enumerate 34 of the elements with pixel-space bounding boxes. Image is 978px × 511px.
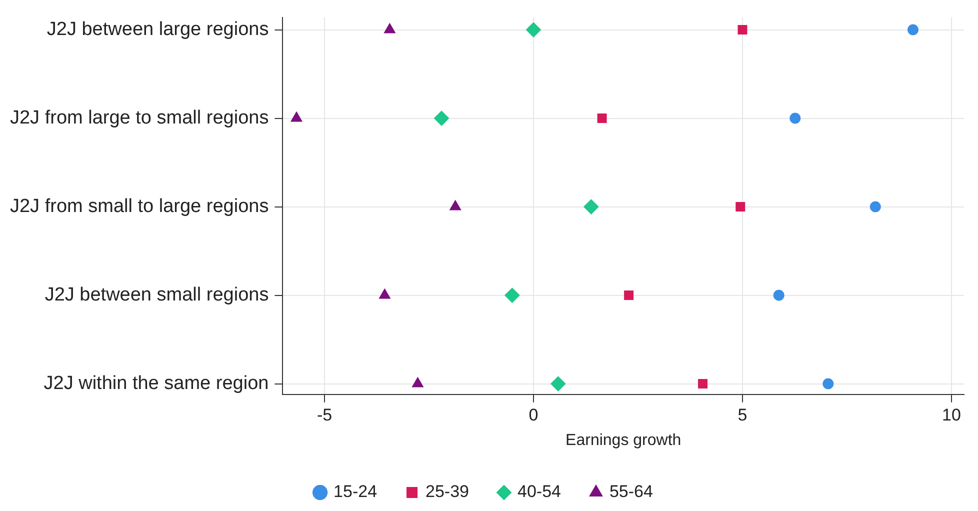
y-tick-label: J2J between large regions [46, 19, 269, 40]
x-tick-label: -5 [316, 405, 332, 424]
point [736, 202, 746, 212]
point [790, 112, 801, 124]
point [597, 114, 607, 124]
point [550, 376, 566, 392]
point [870, 201, 881, 212]
legend-label: 25-39 [426, 482, 470, 502]
point [698, 379, 708, 389]
y-tick-label: J2J from large to small regions [10, 108, 269, 129]
point [378, 288, 390, 299]
y-tick-label: J2J from small to large regions [10, 196, 269, 218]
point [624, 290, 634, 300]
point [908, 24, 919, 36]
point [773, 290, 784, 301]
point [412, 377, 424, 388]
x-tick-label: 5 [738, 405, 748, 424]
y-tick-label: J2J between small regions [44, 284, 269, 306]
legend-label: 15-24 [334, 482, 378, 502]
point [584, 199, 599, 214]
x-axis-title: Earnings growth [566, 432, 682, 449]
point [822, 378, 834, 390]
x-tick-label: 10 [942, 405, 961, 424]
legend-label: 55-64 [609, 482, 653, 502]
point [290, 112, 302, 122]
point [738, 25, 748, 35]
point [384, 23, 396, 34]
point [526, 22, 541, 38]
x-tick-label: 0 [528, 405, 538, 424]
point [504, 288, 520, 303]
point [434, 110, 450, 126]
y-tick-label: J2J within the same region [44, 373, 269, 394]
legend-label: 40-54 [518, 482, 561, 502]
point [450, 200, 462, 210]
